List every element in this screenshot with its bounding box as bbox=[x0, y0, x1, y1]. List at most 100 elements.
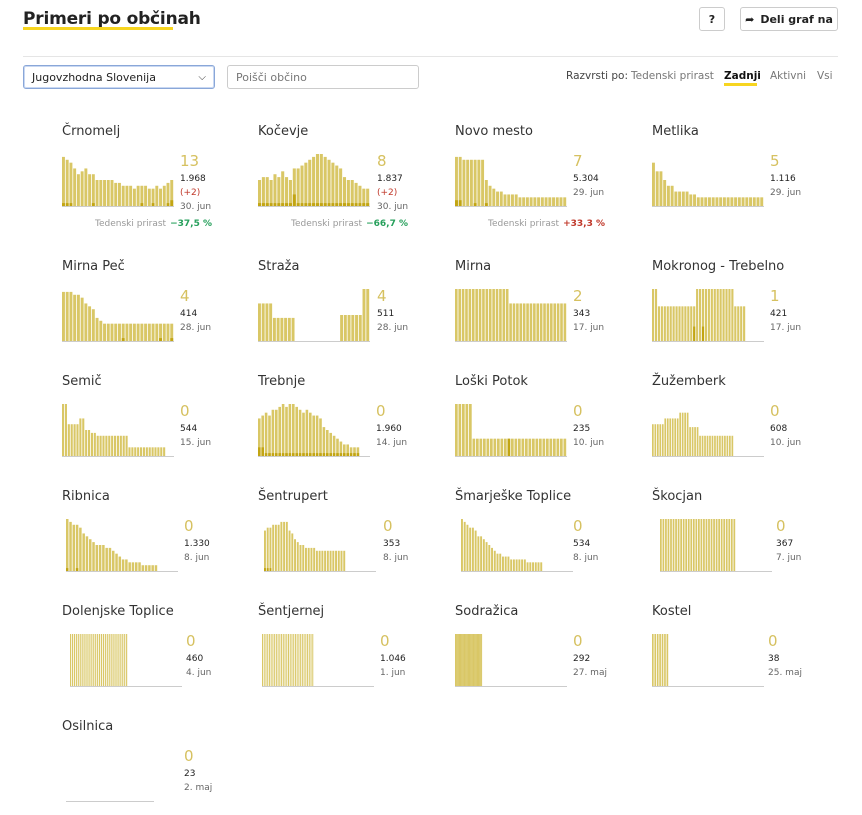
case-bar bbox=[147, 323, 151, 341]
case-bar bbox=[93, 634, 95, 686]
case-bar bbox=[340, 315, 344, 341]
municipality-card[interactable]: Dolenjske Toplice 0 460 4. jun bbox=[62, 604, 257, 714]
region-select[interactable]: Jugovzhodna Slovenija ⌵ bbox=[23, 65, 215, 89]
case-bar bbox=[269, 527, 272, 571]
municipality-card[interactable]: Metlika 5 1.116 29. jun bbox=[652, 124, 847, 234]
case-bar bbox=[163, 447, 166, 456]
recent-cases-value: 4 bbox=[180, 287, 190, 305]
case-bar bbox=[680, 519, 682, 571]
case-bar bbox=[502, 289, 506, 341]
municipality-card[interactable]: Straža 4 511 28. jun bbox=[258, 259, 453, 369]
case-bar bbox=[64, 404, 67, 456]
municipality-card[interactable]: Žužemberk 0 608 10. jun bbox=[652, 374, 847, 484]
case-bar bbox=[662, 519, 665, 571]
active-bar bbox=[336, 453, 339, 456]
case-bar bbox=[752, 197, 756, 206]
case-bar bbox=[296, 168, 300, 206]
case-bar bbox=[510, 559, 513, 571]
case-bar bbox=[700, 197, 704, 206]
municipality-card[interactable]: Kočevje 8 1.837 (+2) 30. jun Tedenski prirast… bbox=[258, 124, 453, 234]
case-bar bbox=[656, 634, 659, 686]
case-bar bbox=[125, 323, 129, 341]
case-bar bbox=[729, 435, 731, 456]
case-bar bbox=[481, 634, 483, 686]
case-bar bbox=[140, 185, 144, 206]
active-bar bbox=[312, 453, 315, 456]
case-bar bbox=[84, 303, 88, 341]
case-bar bbox=[553, 303, 557, 341]
case-bar bbox=[696, 427, 699, 456]
case-bar bbox=[560, 303, 563, 341]
municipality-card[interactable]: Šmarješke Toplice 0 534 8. jun bbox=[455, 489, 650, 599]
case-bar bbox=[346, 180, 350, 206]
case-bar bbox=[670, 185, 674, 206]
municipality-card[interactable]: Loški Potok 0 235 10. jun bbox=[455, 374, 650, 484]
case-bar bbox=[329, 550, 332, 571]
weekly-growth-value: +33,3 % bbox=[563, 219, 605, 229]
municipality-card[interactable]: Šentjernej 0 1.046 1. jun bbox=[258, 604, 453, 714]
case-bar bbox=[73, 294, 77, 341]
case-bar bbox=[465, 289, 468, 341]
case-bar bbox=[126, 634, 128, 686]
sparkbar-chart bbox=[660, 519, 772, 572]
weekly-growth: Tedenski prirast −66,7 % bbox=[291, 219, 408, 229]
municipality-card[interactable]: Semič 0 544 15. jun bbox=[62, 374, 257, 484]
case-bar bbox=[667, 519, 670, 571]
municipality-card[interactable]: Škocjan 0 367 7. jun bbox=[652, 489, 847, 599]
case-bar bbox=[503, 194, 507, 206]
case-bar bbox=[710, 519, 713, 571]
case-bar bbox=[108, 547, 112, 571]
sparkbar-chart bbox=[258, 404, 370, 457]
case-bar bbox=[131, 447, 134, 456]
case-bar bbox=[462, 634, 464, 686]
case-bar bbox=[724, 435, 726, 456]
municipality-card[interactable]: Sodražica 0 292 27. maj bbox=[455, 604, 650, 714]
active-bar bbox=[349, 453, 353, 456]
case-bar bbox=[288, 404, 292, 456]
case-bar bbox=[286, 634, 288, 686]
case-bar bbox=[275, 409, 278, 456]
case-bar bbox=[128, 447, 131, 456]
sort-option-active[interactable]: Aktivni bbox=[770, 70, 807, 82]
sort-option-all[interactable]: Vsi bbox=[817, 70, 833, 82]
case-bar bbox=[511, 438, 514, 456]
municipality-card[interactable]: Mirna Peč 4 414 28. jun bbox=[62, 259, 257, 369]
case-bar bbox=[81, 634, 83, 686]
case-bar bbox=[674, 191, 678, 206]
active-bar bbox=[327, 203, 331, 206]
municipality-card[interactable]: Mirna 2 343 17. jun bbox=[455, 259, 650, 369]
sparkbar-chart bbox=[455, 404, 567, 457]
case-bar bbox=[480, 536, 483, 571]
case-bar bbox=[488, 289, 492, 341]
sort-option-latest[interactable]: Zadnji bbox=[724, 70, 761, 82]
active-bar bbox=[300, 203, 304, 206]
case-bar bbox=[349, 447, 353, 456]
case-bar bbox=[350, 180, 354, 206]
municipality-card[interactable]: Črnomelj 13 1.968 (+2) 30. jun Tedenski prira… bbox=[62, 124, 257, 234]
case-bar bbox=[315, 415, 319, 456]
case-bar bbox=[323, 156, 327, 206]
municipality-card[interactable]: Ribnica 0 1.330 8. jun bbox=[62, 489, 257, 599]
case-bar bbox=[162, 185, 166, 206]
share-button[interactable]: ➦ Deli graf na bbox=[740, 7, 838, 31]
municipality-card[interactable]: Osilnica 0 23 2. maj bbox=[62, 719, 257, 815]
case-bar bbox=[355, 315, 358, 341]
municipality-card[interactable]: Novo mesto 7 5.304 29. jun Tedenski prirast +… bbox=[455, 124, 650, 234]
case-bar bbox=[734, 197, 738, 206]
case-bar bbox=[685, 191, 689, 206]
municipality-search-input[interactable] bbox=[227, 65, 419, 89]
case-bar bbox=[264, 530, 266, 571]
municipality-card[interactable]: Kostel 0 38 25. maj bbox=[652, 604, 847, 714]
case-bar bbox=[280, 317, 284, 341]
help-button[interactable]: ? bbox=[699, 7, 725, 31]
sort-option-weekly[interactable]: Tedenski prirast bbox=[631, 70, 714, 82]
case-bar bbox=[708, 197, 711, 206]
case-bar bbox=[741, 197, 745, 206]
case-bar bbox=[725, 519, 728, 571]
case-bar bbox=[326, 430, 329, 456]
case-bar bbox=[155, 323, 159, 341]
municipality-card[interactable]: Šentrupert 0 353 8. jun bbox=[258, 489, 453, 599]
municipality-card[interactable]: Mokronog - Trebelno 1 421 17. jun bbox=[652, 259, 847, 369]
municipality-card[interactable]: Trebnje 0 1.960 14. jun bbox=[258, 374, 453, 484]
case-bar bbox=[148, 565, 151, 571]
